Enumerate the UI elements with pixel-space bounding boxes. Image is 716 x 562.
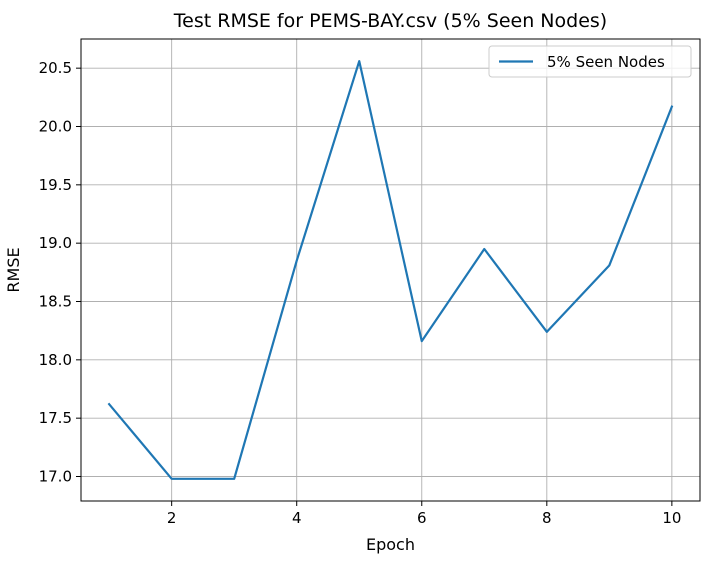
- y-tick-label: 20.0: [39, 118, 72, 136]
- x-tick-label: 6: [417, 509, 427, 527]
- y-tick-label: 17.5: [39, 409, 72, 427]
- y-tick-label: 19.5: [39, 176, 72, 194]
- series-layer: [107, 60, 674, 480]
- series-line-0: [107, 60, 674, 480]
- y-tick-label: 18.5: [39, 293, 72, 311]
- legend-box: [488, 45, 692, 78]
- y-tick-label: 20.5: [39, 59, 72, 77]
- y-tick-label: 19.0: [39, 234, 72, 252]
- ticks: 2 4 6 8 10 17.0 17.5 18.0 18.5 19.0 19.5 20.0 20.5: [39, 59, 682, 527]
- x-tick-label: 4: [292, 509, 302, 527]
- x-tick-label: 2: [167, 509, 177, 527]
- x-tick-label: 10: [662, 509, 681, 527]
- y-tick-label: 18.0: [39, 351, 72, 369]
- x-axis-label: Epoch: [366, 535, 415, 554]
- chart-title: Test RMSE for PEMS-BAY.csv (5% Seen Node…: [173, 10, 607, 32]
- y-axis-label: RMSE: [4, 247, 23, 292]
- legend-entry-label: 5% Seen Nodes: [547, 53, 665, 71]
- x-tick-label: 8: [542, 509, 552, 527]
- plot-frame: [80, 38, 701, 502]
- y-tick-label: 17.0: [39, 468, 72, 486]
- legend: 5% Seen Nodes: [488, 45, 692, 78]
